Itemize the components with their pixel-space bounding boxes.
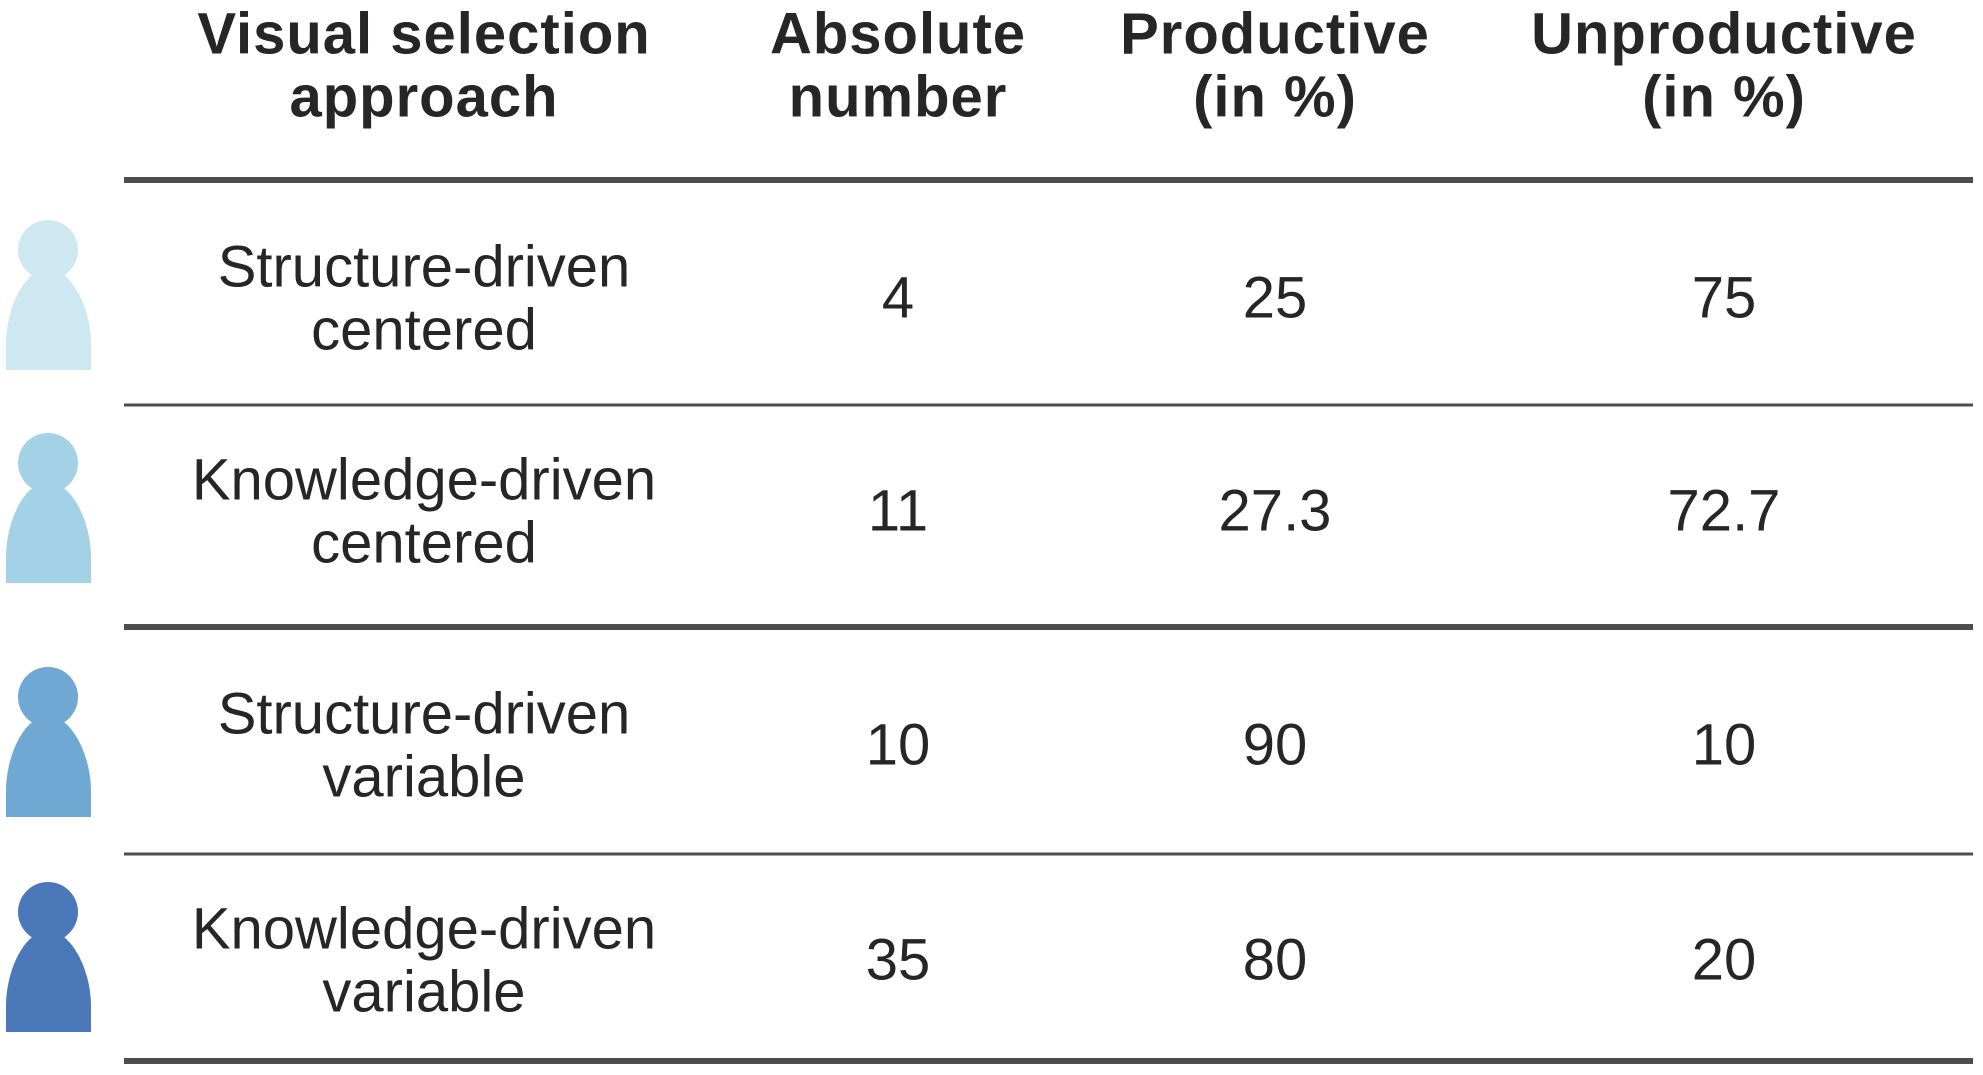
- value-cell: 10: [865, 712, 931, 778]
- rules: [124, 177, 1973, 1064]
- person-icon: [6, 220, 91, 370]
- value-cell: 25: [1242, 265, 1308, 331]
- row-label: Knowledge-driven centered: [191, 447, 657, 575]
- row-label: Knowledge-driven variable: [191, 896, 657, 1024]
- value-cell: 20: [1691, 927, 1757, 993]
- row-label: Structure-driven centered: [217, 234, 631, 362]
- header-cell: Visual selection approach: [197, 1, 651, 129]
- value-cell: 35: [865, 927, 931, 993]
- value-cell: 27.3: [1218, 478, 1332, 544]
- value-cell: 80: [1242, 927, 1308, 993]
- person-icon: [6, 433, 91, 583]
- value-cell: 90: [1242, 712, 1308, 778]
- header-cell: Productive (in %): [1120, 1, 1430, 129]
- value-cell: 72.7: [1667, 478, 1781, 544]
- value-cell: 75: [1691, 265, 1757, 331]
- value-cell: 11: [867, 478, 929, 544]
- person-icon: [6, 667, 91, 817]
- header-cell: Absolute number: [769, 1, 1027, 129]
- header-cell: Unproductive (in %): [1531, 1, 1917, 129]
- value-cell: 10: [1691, 712, 1757, 778]
- person-icon: [6, 882, 91, 1032]
- row-label: Structure-driven variable: [217, 681, 631, 809]
- value-cell: 4: [881, 265, 915, 331]
